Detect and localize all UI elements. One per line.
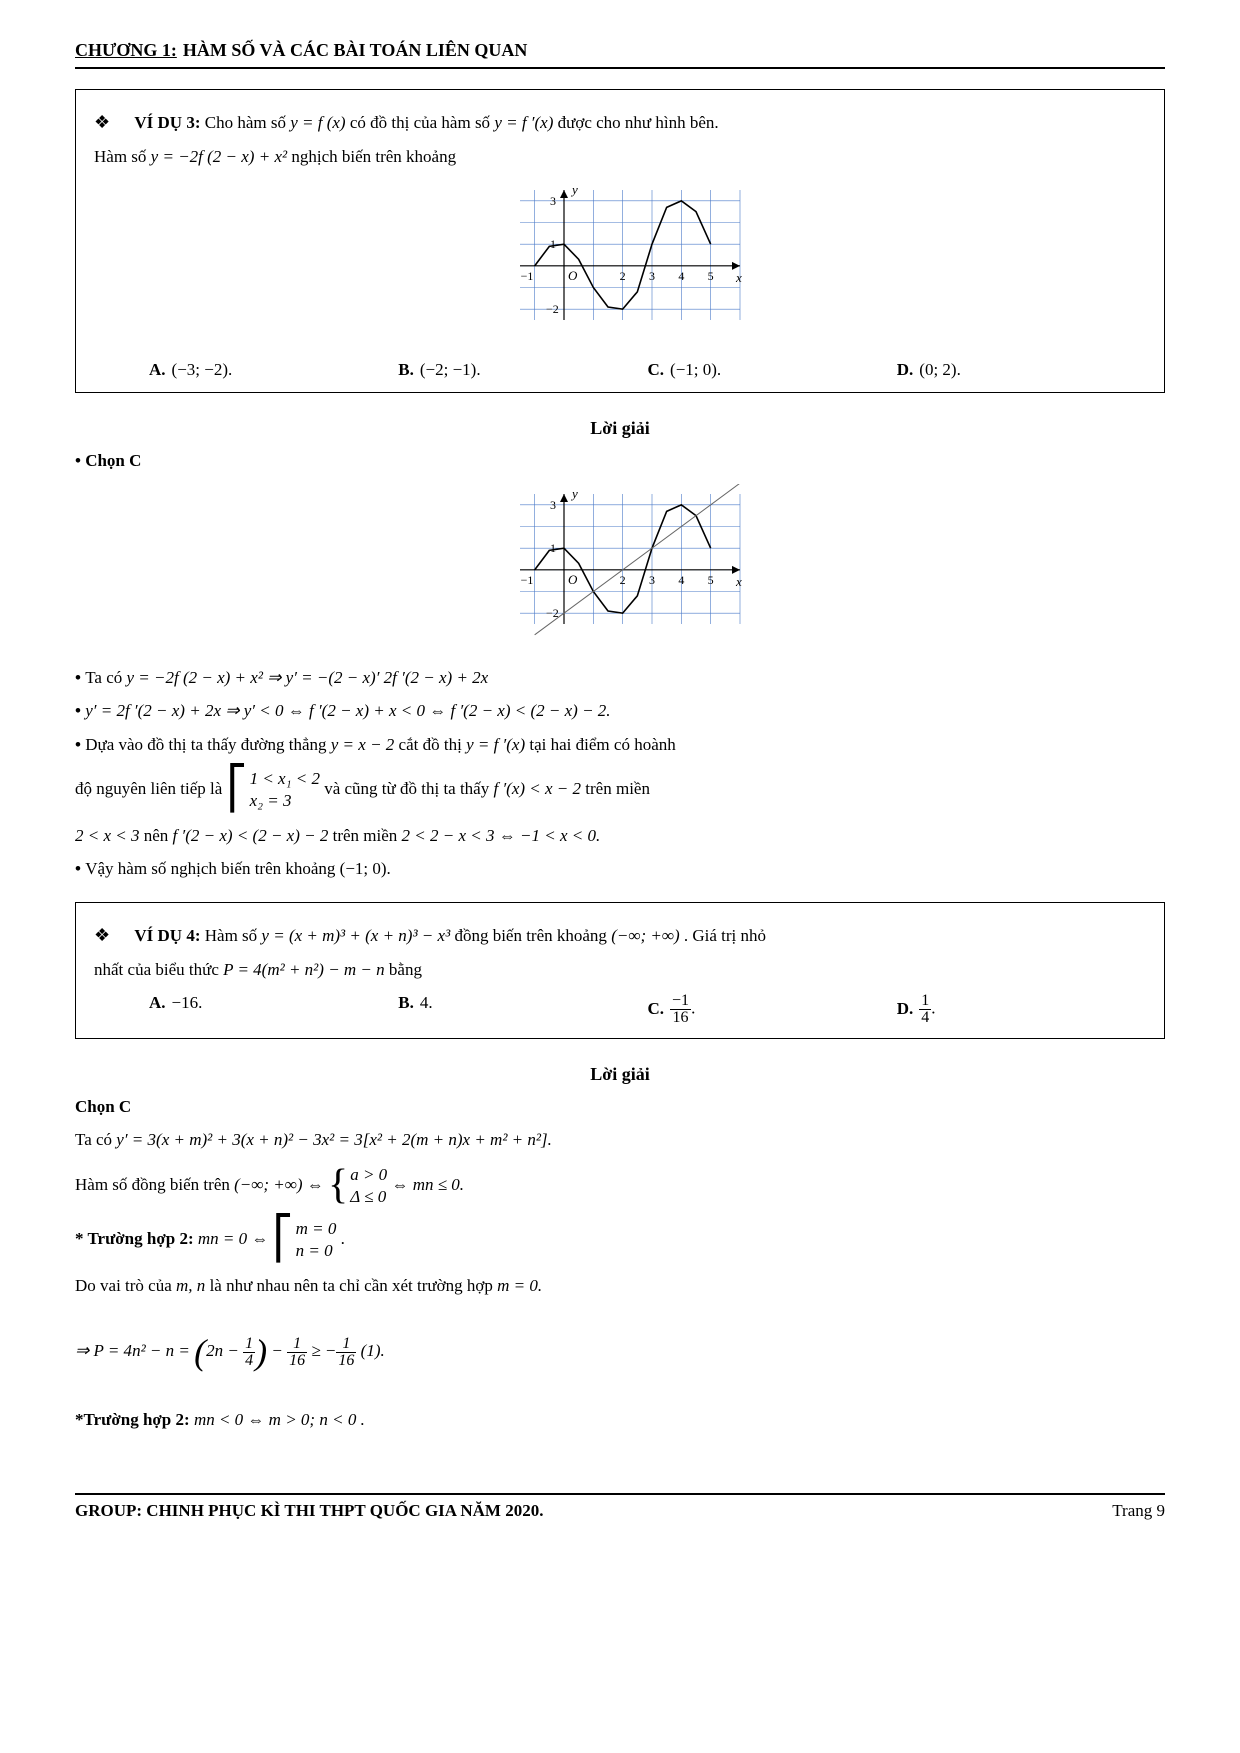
svg-text:2: 2 — [620, 573, 626, 587]
svg-text:5: 5 — [708, 269, 714, 283]
ex3-label: VÍ DỤ 3: — [134, 113, 200, 132]
page-footer: GROUP: CHINH PHỤC KÌ THI THPT QUỐC GIA N… — [75, 1493, 1165, 1521]
sol3-l5: 2 < x < 3 nên f ′(2 − x) < (2 − x) − 2 t… — [75, 822, 1165, 849]
svg-text:4: 4 — [678, 269, 684, 283]
sol3-l6: Vậy hàm số nghịch biến trên khoảng (−1; … — [75, 855, 1165, 882]
sol4-l3: * Trường hợp 2: mn = 0 ⇔ ⎡m = 0n = 0 . — [75, 1218, 1165, 1262]
option-d: D.14. — [897, 993, 1146, 1026]
svg-text:O: O — [568, 572, 578, 587]
svg-text:−1: −1 — [521, 573, 534, 587]
svg-text:1: 1 — [550, 237, 556, 251]
ex4-label: VÍ DỤ 4: — [134, 926, 200, 945]
ex3-text-2: có đồ thị của hàm số — [350, 113, 494, 132]
svg-text:O: O — [568, 268, 578, 283]
diamond-icon: ❖ — [94, 112, 110, 132]
svg-text:y: y — [570, 486, 578, 501]
ex3-line2b: nghịch biến trên khoảng — [291, 147, 456, 166]
sol3-l4: độ nguyên liên tiếp là ⎡1 < x₁ < 2x₂ = 3… — [75, 768, 1165, 812]
sol4-l6: *Trường hợp 2: mn < 0 ⇔ m > 0; n < 0 . — [75, 1406, 1165, 1433]
option-c: C.−116. — [648, 993, 897, 1026]
diamond-icon-2: ❖ — [94, 925, 110, 945]
sol3-l2: y′ = 2f ′(2 − x) + 2x ⇒ y′ < 0 ⇔ f ′(2 −… — [75, 697, 1165, 724]
ex3-eq3: y = −2f (2 − x) + x² — [151, 147, 287, 166]
option-a: A.(−3; −2). — [149, 360, 398, 380]
footer-left: GROUP: CHINH PHỤC KÌ THI THPT QUỐC GIA N… — [75, 1501, 543, 1521]
svg-text:y: y — [570, 182, 578, 197]
ex3-eq2: y = f ′(x) — [494, 113, 553, 132]
chapter-title: HÀM SỐ VÀ CÁC BÀI TOÁN LIÊN QUAN — [183, 40, 528, 61]
svg-text:x: x — [735, 270, 742, 285]
svg-text:x: x — [735, 574, 742, 589]
option-b: B.(−2; −1). — [398, 360, 647, 380]
ex3-text-1: Cho hàm số — [205, 113, 290, 132]
svg-text:5: 5 — [708, 573, 714, 587]
ex3-text-3: được cho như hình bên. — [558, 113, 719, 132]
svg-text:−2: −2 — [546, 302, 559, 316]
example-4-box: ❖ VÍ DỤ 4: Hàm số y = (x + m)³ + (x + n)… — [75, 902, 1165, 1039]
sol3-l3: Dựa vào đồ thị ta thấy đường thẳng y = x… — [75, 731, 1165, 758]
svg-text:−1: −1 — [521, 269, 534, 283]
svg-text:2: 2 — [620, 269, 626, 283]
option-a: A.−16. — [149, 993, 398, 1026]
sol4-l5: ⇒ P = 4n² − n = (2n − 14) − 116 ≥ −116 (… — [75, 1309, 1165, 1395]
svg-text:3: 3 — [550, 498, 556, 512]
example-3-box: ❖ VÍ DỤ 3: Cho hàm số y = f (x) có đồ th… — [75, 89, 1165, 393]
sol4-l1: Ta có y′ = 3(x + m)² + 3(x + n)² − 3x² =… — [75, 1126, 1165, 1153]
sol3-l1: Ta có y = −2f (2 − x) + x² ⇒ y′ = −(2 − … — [75, 664, 1165, 691]
ex4-options: A.−16. B.4. C.−116. D.14. — [149, 993, 1146, 1026]
option-c: C.(−1; 0). — [648, 360, 897, 380]
svg-text:4: 4 — [678, 573, 684, 587]
sol4-l2: Hàm số đồng biến trên (−∞; +∞) ⇔ {a > 0Δ… — [75, 1164, 1165, 1208]
solution-3-heading: Lời giải — [75, 418, 1165, 439]
ex3-options: A.(−3; −2). B.(−2; −1). C.(−1; 0). D.(0;… — [149, 360, 1146, 380]
ex3-eq1: y = f (x) — [290, 113, 345, 132]
graph-2: yxO−131−22345 — [480, 484, 760, 654]
svg-text:3: 3 — [649, 269, 655, 283]
solution-4-heading: Lời giải — [75, 1064, 1165, 1085]
svg-text:3: 3 — [649, 573, 655, 587]
sol3-chon: Chọn C — [75, 447, 1165, 474]
graph-1: y x O −1 3 1 −2 2 3 4 5 — [480, 180, 760, 350]
footer-right: Trang 9 — [1112, 1501, 1165, 1521]
sol4-l4: Do vai trò của m, n là như nhau nên ta c… — [75, 1272, 1165, 1299]
svg-text:1: 1 — [550, 541, 556, 555]
option-d: D.(0; 2). — [897, 360, 1146, 380]
ex3-line2a: Hàm số — [94, 147, 151, 166]
svg-text:3: 3 — [550, 194, 556, 208]
chapter-label: CHƯƠNG 1: — [75, 40, 177, 61]
sol4-chon: Chọn C — [75, 1093, 1165, 1120]
page-header: CHƯƠNG 1: HÀM SỐ VÀ CÁC BÀI TOÁN LIÊN QU… — [75, 40, 1165, 69]
option-b: B.4. — [398, 993, 647, 1026]
